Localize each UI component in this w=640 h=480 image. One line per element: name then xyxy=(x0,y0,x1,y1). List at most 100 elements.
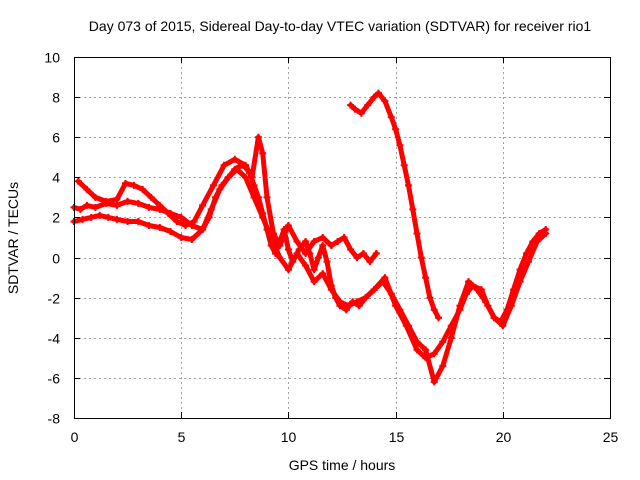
x-tick-label: 15 xyxy=(389,429,405,445)
data-point xyxy=(254,133,262,141)
data-point xyxy=(353,254,361,262)
data-point xyxy=(173,218,181,225)
data-point xyxy=(430,306,438,314)
y-tick-label: 10 xyxy=(44,50,60,66)
y-tick-label: -8 xyxy=(48,411,61,427)
data-point xyxy=(207,205,215,213)
data-point xyxy=(319,270,327,278)
data-point xyxy=(522,250,530,257)
data-point xyxy=(263,193,271,201)
data-point xyxy=(396,306,404,314)
data-point xyxy=(314,254,322,262)
data-point xyxy=(417,254,425,262)
data-point xyxy=(405,322,412,330)
data-point xyxy=(334,238,342,245)
data-point xyxy=(323,258,331,266)
data-point xyxy=(405,181,412,189)
data-point xyxy=(413,338,421,346)
data-point xyxy=(364,101,372,109)
data-point xyxy=(284,266,292,274)
data-point xyxy=(392,125,400,133)
data-point xyxy=(507,302,515,310)
data-point xyxy=(145,222,153,229)
data-point xyxy=(83,201,91,209)
data-point xyxy=(216,185,224,193)
data-point xyxy=(344,302,352,310)
data-point xyxy=(340,234,348,241)
data-point xyxy=(188,236,196,243)
data-point xyxy=(430,378,438,386)
data-point xyxy=(113,195,121,203)
data-point xyxy=(134,218,142,225)
data-point xyxy=(124,197,132,205)
data-point xyxy=(366,258,374,266)
data-point xyxy=(319,234,327,241)
data-point xyxy=(370,93,378,101)
data-point xyxy=(516,278,524,286)
data-point xyxy=(387,113,395,121)
data-point xyxy=(516,266,524,274)
data-point xyxy=(357,109,365,117)
data-point xyxy=(76,205,84,213)
data-point xyxy=(96,211,104,219)
x-tick-label: 20 xyxy=(496,429,512,445)
data-point xyxy=(430,350,438,358)
data-point xyxy=(490,314,498,322)
data-point xyxy=(248,173,256,181)
data-point xyxy=(233,165,241,173)
data-point xyxy=(499,322,507,330)
x-tick-label: 25 xyxy=(603,429,619,445)
data-point xyxy=(347,246,355,253)
data-points xyxy=(70,89,550,386)
chart-title: Day 073 of 2015, Sidereal Day-to-day VTE… xyxy=(89,18,592,34)
data-point xyxy=(525,258,532,266)
x-tick-label: 5 xyxy=(178,429,186,445)
data-point xyxy=(199,226,207,233)
x-axis-label: GPS time / hours xyxy=(289,457,396,473)
data-point xyxy=(104,213,112,221)
data-point xyxy=(220,161,228,169)
data-point xyxy=(293,238,301,245)
grid xyxy=(74,57,610,418)
data-point xyxy=(276,254,284,262)
x-tick-label: 10 xyxy=(281,429,297,445)
plot-frame xyxy=(74,57,611,419)
data-point xyxy=(310,238,318,245)
data-point xyxy=(139,185,147,193)
data-point xyxy=(409,205,417,213)
series-trace xyxy=(71,166,549,385)
data-point xyxy=(439,338,447,346)
data-point xyxy=(259,149,267,157)
data-point xyxy=(190,218,198,225)
data-point xyxy=(79,215,87,223)
data-point xyxy=(351,105,359,113)
data-point xyxy=(250,181,258,189)
data-point xyxy=(156,224,164,231)
data-point xyxy=(347,101,355,109)
data-point xyxy=(91,203,99,211)
data-point xyxy=(177,213,185,221)
data-point xyxy=(374,89,382,97)
data-point xyxy=(400,161,408,169)
data-point xyxy=(465,278,472,286)
data-point xyxy=(473,286,481,294)
data-point xyxy=(381,97,389,105)
data-point xyxy=(242,173,249,181)
data-point xyxy=(426,294,434,302)
y-tick-label: -2 xyxy=(48,291,61,307)
data-point xyxy=(122,179,129,187)
data-point xyxy=(164,209,172,217)
data-point xyxy=(269,230,277,237)
data-point xyxy=(396,141,404,149)
data-point xyxy=(130,181,138,189)
data-point xyxy=(447,334,455,342)
data-point xyxy=(145,203,153,211)
data-point xyxy=(224,173,232,181)
y-axis-label: SDTVAR / TECUs xyxy=(5,182,21,294)
y-tick-label: -6 xyxy=(48,371,61,387)
data-point xyxy=(250,193,258,201)
data-point xyxy=(482,298,490,306)
y-tick-label: -4 xyxy=(48,331,61,347)
y-tick-label: 8 xyxy=(52,90,60,106)
series-track-d xyxy=(347,89,442,322)
